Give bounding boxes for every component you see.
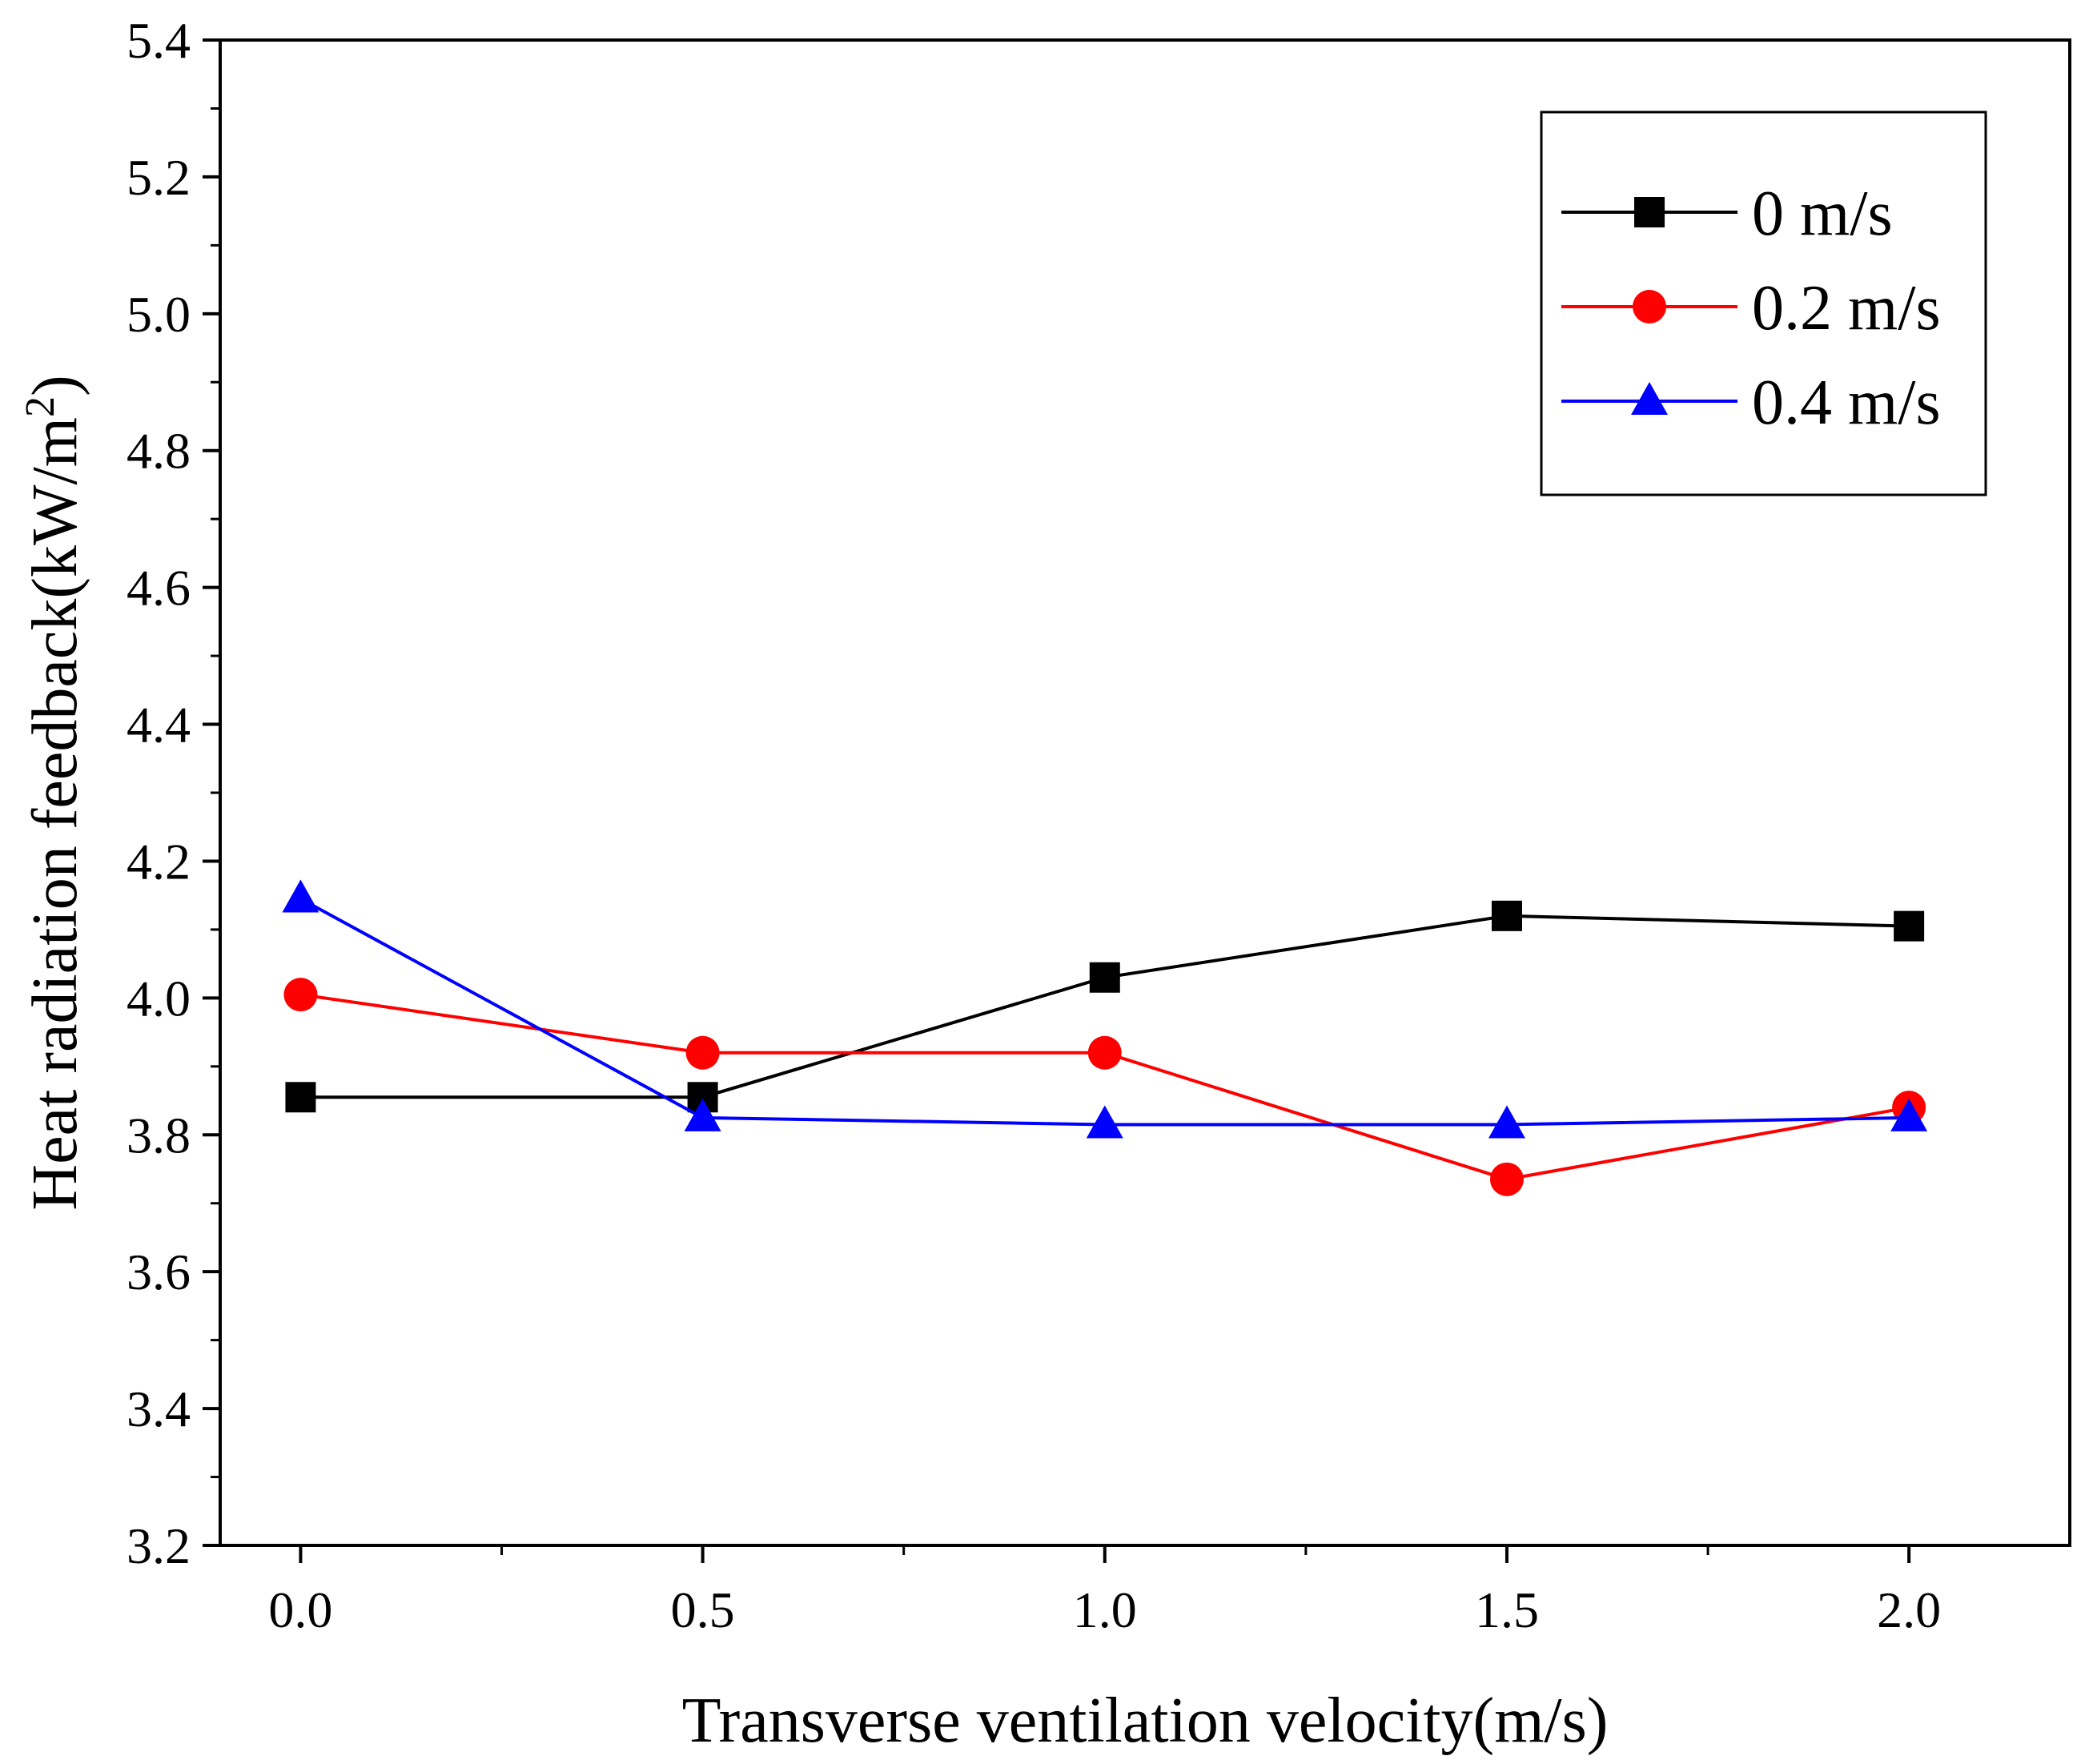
x-axis-ticks: 0.0 0.5 1.0 1.5 2.0: [268, 1545, 1941, 1638]
y-tick-label: 4.2: [127, 833, 191, 890]
series-line-2: [299, 897, 1910, 1127]
data-point: [684, 1098, 721, 1131]
data-point: [1089, 962, 1120, 993]
series-line-0: [300, 914, 1910, 1099]
y-axis-title: Heat radiation feedback(kW/m2): [18, 375, 91, 1210]
data-point: [1890, 1098, 1928, 1131]
x-tick-label: 1.0: [1073, 1581, 1137, 1638]
legend-label: 0.4 m/s: [1752, 368, 1941, 438]
x-tick-label: 1.5: [1475, 1581, 1539, 1638]
data-point: [1489, 1162, 1524, 1196]
data-point: [685, 1035, 720, 1070]
x-tick-label: 2.0: [1877, 1581, 1941, 1638]
series-layer: [282, 879, 1928, 1196]
legend-marker: [1631, 382, 1668, 415]
y-tick-label: 4.0: [127, 970, 191, 1027]
y-axis-title-main: Heat radiation feedback(kW/m: [20, 417, 90, 1211]
data-point: [1086, 1105, 1123, 1139]
y-tick-label: 3.4: [127, 1380, 191, 1437]
y-axis-ticks: 3.2 3.4 3.6 3.8 4.0 4.2 4.4 4.6 4.8 5.0 5.2 5.4: [127, 12, 220, 1574]
legend-marker: [1633, 290, 1666, 323]
x-tick-label: 0.0: [268, 1581, 332, 1638]
y-tick-label: 3.6: [127, 1244, 191, 1300]
legend-label: 0 m/s: [1752, 179, 1893, 249]
data-point: [283, 978, 318, 1012]
data-point: [1087, 1035, 1122, 1070]
y-tick-label: 4.6: [127, 560, 191, 617]
series-line-1: [300, 993, 1910, 1181]
y-tick-label: 5.4: [127, 12, 191, 69]
data-point: [282, 879, 319, 913]
legend-box: [1540, 111, 1987, 496]
y-tick-label: 3.8: [127, 1107, 191, 1163]
y-tick-label: 4.8: [127, 423, 191, 480]
y-tick-label: 3.2: [127, 1517, 191, 1574]
x-axis-title: Transverse ventilation velocity(m/s): [682, 1686, 1609, 1756]
data-point: [1894, 910, 1925, 942]
data-point: [1488, 1105, 1525, 1139]
y-axis-title-close: ): [20, 375, 90, 396]
y-tick-label: 4.4: [127, 697, 191, 753]
y-axis-title-superscript: 2: [18, 396, 63, 417]
legend: 0 m/s 0.2 m/s 0.4 m/s: [1540, 111, 1987, 496]
x-tick-label: 0.5: [671, 1581, 735, 1638]
y-tick-label: 5.0: [127, 286, 191, 343]
legend-label: 0.2 m/s: [1752, 273, 1941, 344]
data-point: [285, 1082, 316, 1113]
data-point: [1491, 900, 1522, 931]
y-tick-label: 5.2: [127, 149, 191, 206]
legend-marker: [1634, 197, 1665, 227]
